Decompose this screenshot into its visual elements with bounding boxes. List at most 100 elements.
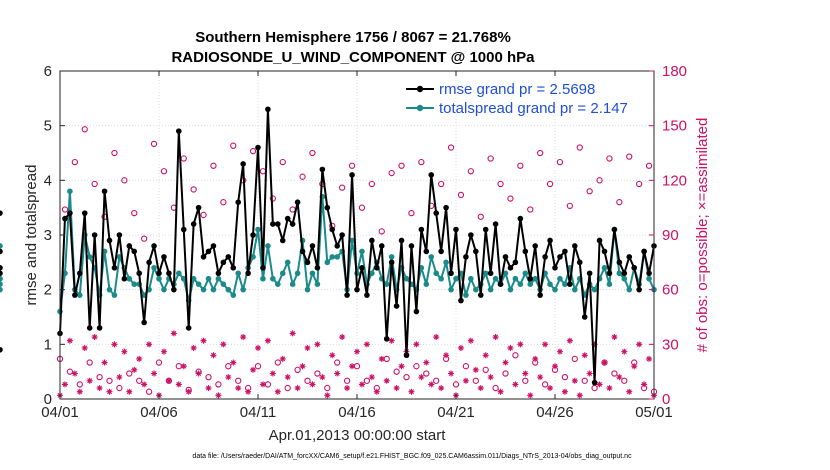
obs-assimilated-point-46 (284, 374, 291, 381)
obs-assimilated-point-1 (61, 381, 68, 388)
obs-possible-point-105 (576, 144, 583, 151)
chart-title: Southern Hemisphere 1756 / 8067 = 21.768… (195, 29, 511, 46)
obs-possible-point-21 (160, 168, 168, 175)
obs-possible-point-61 (358, 204, 366, 211)
obs-assimilated-point-39 (250, 366, 257, 373)
obs-assimilated-point-112 (611, 334, 618, 341)
totalspread-point-114 (621, 275, 628, 282)
obs-assimilated-point-2 (66, 337, 73, 344)
obs-possible-point-97 (537, 149, 544, 157)
totalspread-point-27 (190, 275, 197, 282)
rmse-point-19 (151, 243, 157, 249)
totalspread-point-54 (324, 259, 331, 266)
rmse-point-23 (171, 286, 177, 293)
totalspread-point-75 (428, 254, 435, 260)
obs-assimilated-point-18 (146, 341, 153, 348)
obs-assimilated-point-9 (101, 359, 108, 366)
totalspread-point-115 (626, 286, 633, 293)
obs-assimilated-point-90 (502, 359, 509, 366)
obs-possible-point-93 (517, 162, 524, 169)
obs-assimilated-point-61 (358, 381, 365, 388)
totalspread-point-110 (601, 265, 608, 271)
x-tick-label-1: 04/06 (140, 404, 178, 421)
rmse-point-5 (81, 210, 88, 216)
obs-assimilated-point-52 (314, 341, 321, 348)
obs-assimilated-point-27 (190, 344, 197, 351)
totalspread-point-125 (0, 275, 3, 282)
obs-possible-point-113 (616, 199, 623, 206)
obs-assimilated-point-77 (438, 385, 445, 392)
obs-possible-point-70 (403, 373, 410, 381)
rmse-point-93 (517, 215, 524, 222)
rmse-point-31 (210, 243, 217, 249)
obs-assimilated-point-21 (160, 348, 167, 355)
obs-possible-point-84 (472, 377, 479, 384)
rmse-point-47 (289, 221, 296, 227)
obs-assimilated-point-117 (636, 341, 643, 348)
obs-assimilated-point-92 (512, 381, 519, 388)
rmse-point-119 (646, 270, 652, 277)
obs-possible-point-102 (561, 373, 569, 381)
obs-possible-point-35 (230, 142, 237, 149)
totalspread-point-19 (151, 265, 157, 271)
obs-possible-point-109 (596, 177, 603, 184)
totalspread-point-4 (77, 292, 83, 298)
obs-possible-point-51 (309, 149, 316, 157)
rmse-point-40 (255, 144, 261, 151)
obs-possible-point-99 (546, 180, 554, 188)
obs-assimilated-point-31 (210, 352, 217, 359)
rmse-point-13 (121, 275, 128, 282)
rmse-point-24 (176, 128, 182, 134)
obs-assimilated-point-68 (393, 385, 400, 392)
obs-possible-point-80 (452, 381, 460, 388)
rmse-point-96 (532, 243, 538, 249)
obs-assimilated-point-59 (349, 363, 356, 370)
obs-possible-point-77 (437, 180, 445, 188)
rmse-point-2 (67, 210, 73, 216)
obs-possible-point-45 (279, 158, 286, 166)
obs-possible-point-92 (512, 352, 519, 359)
obs-assimilated-point-22 (165, 377, 172, 384)
obs-possible-point-1 (61, 206, 69, 213)
obs-assimilated-point-84 (472, 366, 479, 373)
rmse-point-27 (190, 221, 197, 227)
rmse-point-118 (641, 248, 647, 255)
rmse-point-87 (487, 270, 494, 277)
obs-assimilated-point-54 (324, 392, 331, 399)
obs-assimilated-point-98 (542, 341, 549, 348)
obs-assimilated-point-100 (552, 363, 558, 370)
obs-assimilated-point-13 (121, 348, 128, 355)
totalspread-point-14 (126, 275, 133, 282)
obs-assimilated-point-17 (141, 381, 148, 388)
obs-assimilated-point-40 (255, 344, 261, 351)
obs-assimilated-point-19 (151, 370, 158, 377)
obs-assimilated-point-28 (195, 370, 202, 377)
rmse-point-82 (463, 254, 469, 260)
obs-assimilated-point-11 (111, 341, 118, 348)
rmse-point-75 (428, 172, 435, 178)
rmse-point-58 (344, 292, 350, 298)
obs-possible-point-14 (126, 370, 133, 377)
obs-assimilated-point-6 (86, 377, 93, 384)
obs-assimilated-point-38 (245, 388, 252, 395)
obs-assimilated-point-5 (81, 344, 88, 351)
obs-possible-point-59 (348, 162, 356, 169)
totalspread-point-87 (487, 286, 494, 293)
rmse-point-105 (576, 259, 583, 266)
obs-assimilated-point-108 (591, 341, 598, 348)
obs-assimilated-point-93 (517, 341, 524, 348)
obs-possible-point-13 (121, 177, 128, 184)
totalspread-point-102 (562, 281, 568, 288)
x-tick-label-3: 04/16 (338, 404, 376, 421)
obs-possible-point-85 (477, 213, 484, 220)
obs-possible-point-95 (527, 206, 534, 213)
totalspread-point-66 (383, 281, 390, 288)
obs-assimilated-point-43 (269, 370, 276, 377)
legend-rmse-marker (416, 85, 424, 93)
y-left-tick-label-1: 1 (44, 336, 52, 353)
obs-assimilated-point-113 (616, 374, 623, 381)
rmse-point-59 (349, 172, 355, 178)
totalspread-point-74 (423, 281, 430, 288)
obs-assimilated-point-103 (566, 337, 573, 344)
obs-assimilated-point-105 (576, 392, 583, 399)
